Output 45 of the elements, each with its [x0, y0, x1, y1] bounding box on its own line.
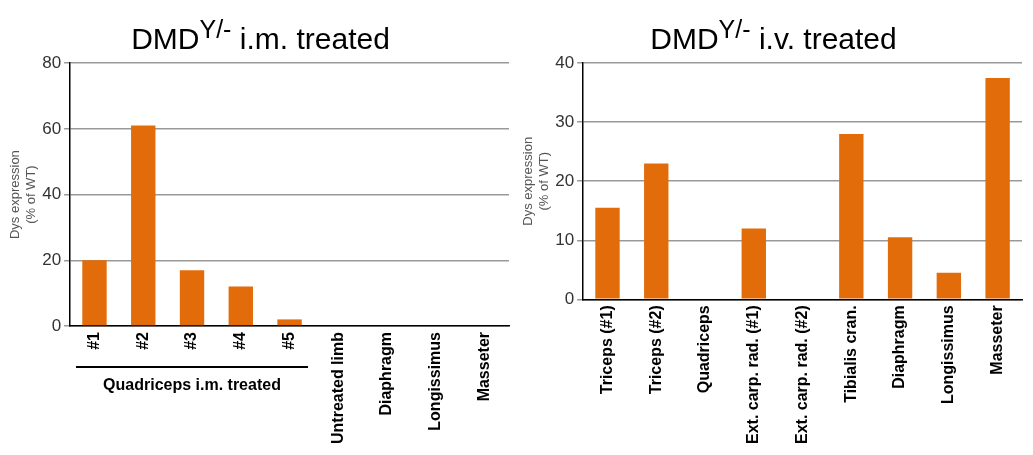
y-tick-label: 0	[564, 288, 575, 308]
bar	[741, 228, 766, 299]
y-tick-label: 20	[42, 249, 62, 269]
x-tick-label: Diaphragm	[377, 331, 395, 416]
x-tick-label: Ext. carp. rad. (#1)	[744, 305, 762, 444]
x-tick-label: Quadriceps	[695, 305, 713, 394]
bar	[985, 77, 1010, 299]
x-tick-label: #2	[133, 331, 151, 350]
bar	[179, 270, 205, 326]
y-tick-label: 40	[42, 184, 62, 204]
chart-title: DMD$^{Y/-}$ i.v. treated	[649, 14, 898, 55]
x-tick-label: #3	[182, 331, 200, 350]
x-tick-label: Longissimus	[939, 305, 957, 404]
x-tick-label: #5	[279, 331, 297, 350]
y-tick-label: 30	[555, 111, 575, 131]
y-axis-title: Dys expression (% of WT)	[520, 136, 551, 226]
y-axis-title: Dys expression (% of WT)	[7, 150, 38, 240]
y-tick-label: 80	[42, 52, 62, 72]
y-tick-label: 60	[42, 118, 62, 138]
x-tick-label: #1	[84, 331, 102, 350]
bar	[277, 319, 302, 326]
text: Quadriceps i.m. treated	[102, 375, 282, 395]
bar	[839, 134, 864, 299]
bar	[936, 272, 962, 299]
x-tick-label: Longissimus	[426, 331, 444, 431]
y-tick-label: 20	[555, 170, 575, 190]
x-tick-label: Masseter	[988, 305, 1006, 375]
x-tick-label: Tibialis cran.	[841, 305, 859, 403]
bar	[595, 207, 620, 299]
x-tick-label: #4	[231, 331, 249, 350]
y-tick-label: 0	[51, 315, 62, 335]
bar	[887, 237, 913, 299]
x-tick-label: Untreated limb	[328, 331, 346, 444]
bar	[644, 163, 669, 299]
x-tick-label: Masseter	[475, 331, 493, 402]
chart-title: DMD$^{Y/-}$ i.m. treated	[130, 14, 391, 55]
bar	[228, 286, 253, 326]
x-tick-label: Triceps (#2)	[646, 305, 664, 395]
bar	[82, 260, 107, 326]
x-tick-label: Ext. carp. rad. (#2)	[792, 305, 810, 444]
y-tick-label: 40	[555, 52, 575, 72]
x-tick-label: Triceps (#1)	[597, 305, 615, 395]
bar	[131, 125, 156, 326]
y-tick-label: 10	[555, 229, 575, 249]
x-tick-label: Diaphragm	[890, 305, 908, 389]
